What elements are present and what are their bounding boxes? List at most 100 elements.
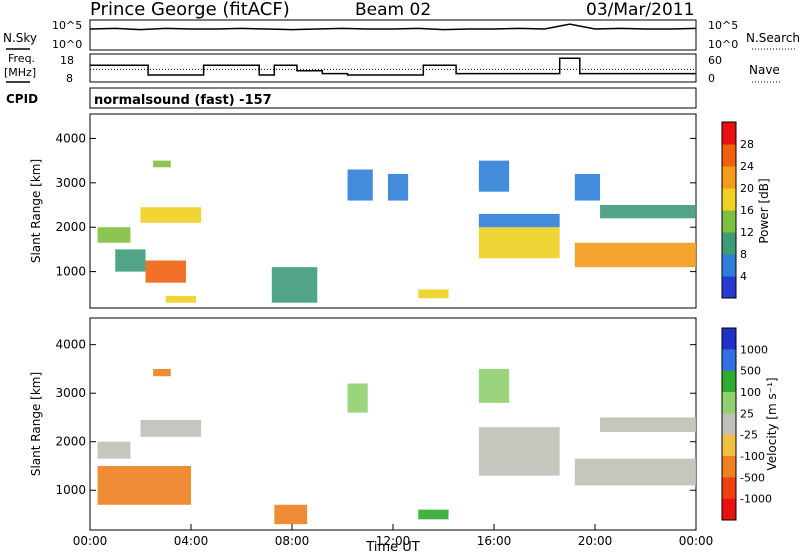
noise-axis-right-top: 10^5 (708, 19, 738, 32)
velocity-colorbar-frame (721, 327, 737, 521)
power-colorbar-cell (722, 210, 736, 233)
velocity-echo-region (97, 441, 131, 459)
velocity-colorbar-tick-label: 100 (740, 386, 761, 399)
velocity-colorbar-tick-label: -25 (740, 429, 758, 442)
power-echo-region (478, 213, 560, 228)
time-tick-label: 12:00 (376, 534, 411, 548)
power-echo-region (600, 205, 696, 219)
velocity-echo-region (418, 509, 449, 520)
freq-axis-left-bottom: 8 (66, 72, 73, 85)
velocity-echo-region (153, 368, 171, 377)
velocity-colorbar-cell (722, 413, 736, 436)
power-colorbar-tick-label: 20 (740, 182, 754, 195)
power-echo-region (140, 207, 202, 223)
power-colorbar-cell (722, 144, 736, 167)
velocity-colorbar-cell (722, 498, 736, 521)
power-colorbar-tick-label: 4 (740, 270, 747, 283)
velocity-echo-region (140, 419, 202, 437)
velocity-colorbar-cell (722, 370, 736, 393)
velocity-colorbar-tick-label: -1000 (740, 493, 772, 506)
nave-label: Nave (749, 63, 780, 77)
velocity-colorbar-cell (722, 328, 736, 350)
power-colorbar-frame (721, 121, 737, 299)
nave-axis-right-bottom: 0 (708, 72, 715, 85)
velocity-panel: 1000 2000 3000 4000 00:00 04:00 08:00 12:00 16:… (29, 317, 779, 554)
velocity-colorbar-tick-label: -100 (740, 450, 765, 463)
velocity-echo-region (574, 458, 696, 486)
power-colorbar-cell (722, 122, 736, 145)
power-colorbar-label: Power [dB] (757, 178, 771, 243)
power-echo-region (271, 267, 318, 303)
velocity-echo-region (347, 383, 368, 413)
power-colorbar-tick-label: 8 (740, 248, 747, 261)
velocity-colorbar-tick-label: -500 (740, 471, 765, 484)
power-echo-region (347, 169, 373, 201)
noise-panel: N.Sky 10^5 10^0 10^5 10^0 N.Search (3, 19, 800, 51)
velocity-ytick-label: 4000 (55, 338, 86, 352)
power-colorbar-cell (722, 232, 736, 255)
power-colorbar-cell (722, 166, 736, 189)
power-echo-region (478, 227, 560, 259)
power-ytick-label: 3000 (55, 176, 86, 190)
power-colorbar-tick-label: 24 (740, 160, 754, 173)
time-tick-label: 00:00 (679, 534, 714, 548)
cpid-panel: CPID normalsound (fast) -157 (6, 87, 697, 109)
velocity-colorbar-cell (722, 349, 736, 372)
power-ytick-label: 2000 (55, 220, 86, 234)
velocity-colorbar-tick-label: 500 (740, 365, 761, 378)
velocity-colorbar-cell (722, 434, 736, 457)
cpid-text: normalsound (fast) -157 (94, 93, 272, 108)
velocity-colorbar-cell (722, 477, 736, 500)
time-tick-label: 08:00 (275, 534, 310, 548)
station-title: Prince George (fitACF) (90, 0, 290, 20)
velocity-echo-region (274, 504, 308, 525)
power-panel: 1000 2000 3000 4000 Slant Range [km] 4 8 12 16… (29, 113, 771, 309)
power-echo-region (387, 173, 409, 201)
velocity-echo-region (600, 417, 696, 433)
power-colorbar-cell (722, 254, 736, 277)
power-colorbar-tick-label: 12 (740, 226, 754, 239)
freq-unit-label: [MHz] (4, 66, 36, 79)
power-echo-region (97, 227, 131, 243)
power-echo-region (115, 249, 146, 272)
power-ylabel: Slant Range [km] (29, 159, 43, 263)
time-tick-label: 04:00 (174, 534, 209, 548)
noise-axis-right-bottom: 10^0 (708, 38, 738, 51)
nsky-line (89, 23, 697, 31)
velocity-ylabel: Slant Range [km] (29, 372, 43, 476)
velocity-colorbar-cell (722, 392, 736, 414)
noise-axis-left-bottom: 10^0 (52, 38, 82, 51)
frequency-panel: Freq. [MHz] 18 8 60 0 Nave (4, 52, 782, 85)
nave-axis-right-top: 60 (708, 54, 722, 67)
freq-label: Freq. (8, 52, 35, 65)
power-echo-region (165, 296, 197, 303)
power-ytick-label: 4000 (55, 131, 86, 145)
time-axis-label: Time UT (365, 540, 419, 554)
power-echo-region (574, 242, 696, 268)
noise-axis-left-top: 10^5 (52, 19, 82, 32)
power-echo-region (418, 289, 449, 299)
velocity-echo-region (97, 465, 191, 505)
velocity-colorbar-tick-label: 25 (740, 407, 754, 420)
cpid-label: CPID (6, 92, 38, 106)
date-label: 03/Mar/2011 (586, 0, 694, 20)
frequency-line (90, 57, 696, 76)
time-tick-label: 00:00 (73, 534, 108, 548)
power-ytick-label: 1000 (55, 265, 86, 279)
freq-axis-left-top: 18 (60, 54, 74, 67)
velocity-echo-region (478, 427, 560, 476)
power-colorbar-cell (722, 188, 736, 211)
power-colorbar-tick-label: 16 (740, 204, 754, 217)
time-tick-label: 20:00 (578, 534, 613, 548)
velocity-colorbar-tick-label: 1000 (740, 343, 768, 356)
velocity-colorbar-cell (722, 456, 736, 478)
power-colorbar-cell (722, 276, 736, 299)
power-echo-region (478, 160, 510, 192)
beam-label: Beam 02 (355, 0, 431, 20)
velocity-ytick-label: 2000 (55, 435, 86, 449)
velocity-echo-region (478, 368, 510, 403)
time-tick-label: 16:00 (477, 534, 512, 548)
nsky-label: N.Sky (3, 31, 37, 45)
velocity-ytick-label: 3000 (55, 386, 86, 400)
